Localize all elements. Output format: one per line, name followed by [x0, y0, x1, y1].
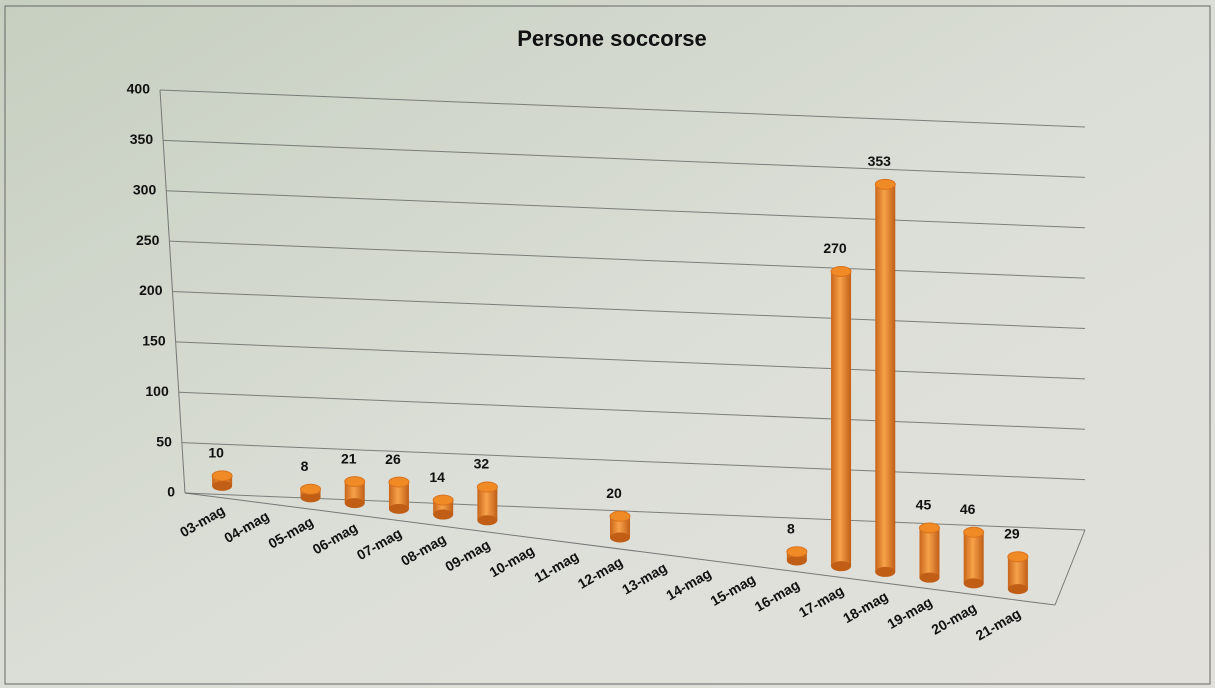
value-label: 8	[301, 458, 309, 474]
frame	[4, 5, 1211, 685]
bar-top	[476, 481, 498, 493]
grid-line	[169, 240, 1086, 279]
bar-top	[388, 476, 410, 488]
value-label: 29	[1004, 525, 1020, 541]
grid-line	[178, 391, 1086, 430]
value-label: 26	[385, 451, 401, 467]
value-label: 46	[960, 501, 976, 517]
bar	[388, 476, 410, 514]
y-axis	[159, 89, 186, 494]
bar-body	[610, 516, 630, 538]
bar-top	[344, 476, 366, 488]
bar-base	[875, 566, 896, 577]
bar-top	[786, 546, 808, 558]
bar-base	[831, 561, 852, 572]
bar-top	[1007, 551, 1029, 563]
bar-base	[433, 509, 454, 520]
bar-top	[432, 494, 454, 506]
bar-top	[609, 510, 631, 522]
bar-base	[1007, 584, 1028, 595]
value-label: 45	[916, 497, 932, 513]
y-tick-label: 150	[142, 333, 166, 349]
y-tick-label: 250	[136, 232, 160, 248]
y-tick-label: 350	[130, 131, 154, 147]
grid-line	[163, 139, 1086, 178]
bar-base	[388, 503, 409, 514]
bar-base	[300, 492, 321, 503]
bar-body	[875, 184, 896, 572]
grid-line	[181, 442, 1086, 481]
bar-base	[477, 515, 498, 526]
bar	[1007, 551, 1029, 595]
bar-top	[918, 522, 940, 534]
grid-line	[175, 341, 1086, 380]
bar-base	[610, 532, 630, 543]
bar-top	[963, 526, 985, 538]
y-tick-label: 100	[145, 383, 169, 399]
bar	[344, 476, 366, 509]
y-tick-label: 300	[133, 181, 157, 197]
grid-line	[166, 190, 1086, 229]
y-tick-label: 0	[167, 484, 175, 500]
bar	[874, 178, 896, 577]
grid-line	[159, 89, 1086, 128]
bar	[476, 481, 498, 526]
bar-body	[388, 482, 409, 509]
bar	[786, 546, 808, 566]
bar-top	[300, 483, 322, 495]
value-label: 21	[341, 450, 357, 466]
value-label: 270	[823, 240, 847, 256]
bar-body	[963, 532, 984, 584]
y-tick-label: 400	[127, 81, 151, 97]
bar-top	[830, 265, 852, 277]
bar-body	[919, 527, 940, 578]
bar	[300, 483, 322, 503]
value-label: 8	[787, 520, 795, 536]
bar	[963, 526, 985, 589]
bar-body	[477, 486, 498, 521]
y-tick-label: 200	[139, 282, 163, 298]
value-label: 353	[868, 153, 892, 169]
bar-body	[831, 271, 852, 567]
bar-base	[344, 498, 365, 509]
bar	[211, 470, 233, 491]
floor-edge	[1054, 529, 1086, 606]
value-label: 10	[208, 445, 224, 461]
bar-top	[211, 470, 233, 482]
value-label: 20	[606, 485, 622, 501]
bar-base	[212, 480, 233, 491]
bar-base	[786, 555, 807, 566]
value-label: 14	[429, 469, 445, 485]
bar	[830, 265, 852, 572]
bar	[918, 522, 940, 583]
grid-line	[172, 291, 1086, 329]
chart-title: Persone soccorse	[517, 26, 707, 51]
bar-base	[963, 578, 984, 589]
bar-base	[919, 572, 940, 583]
bar	[432, 494, 454, 520]
bar-body	[1007, 556, 1028, 590]
y-tick-label: 50	[156, 433, 172, 449]
bar	[609, 510, 631, 543]
value-label: 32	[474, 456, 490, 472]
bar-body	[344, 481, 365, 504]
floor-edge	[184, 492, 1056, 606]
bar-top	[874, 178, 896, 190]
